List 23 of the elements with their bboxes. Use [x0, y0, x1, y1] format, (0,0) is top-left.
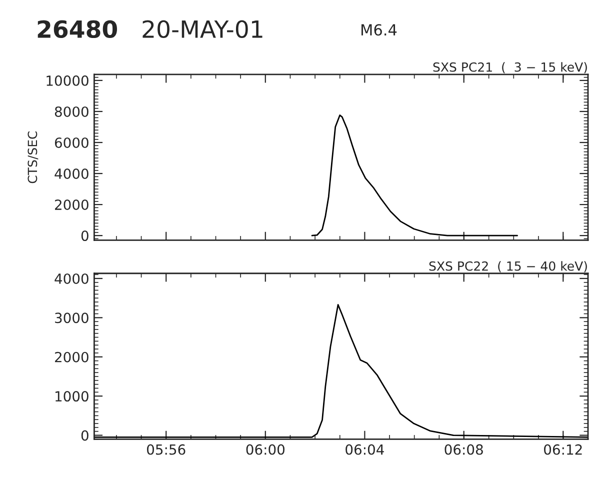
y-tick-label: 4000: [54, 273, 88, 284]
x-tick-label: 06:12: [544, 444, 582, 455]
y-tick-label: 4000: [54, 168, 88, 179]
y-tick-label: 8000: [54, 106, 88, 117]
chart-title: SXS PC21 ( 3 − 15 keV): [433, 62, 587, 74]
text: 20-MAY-01: [142, 20, 262, 38]
y-tick-label: 0: [81, 430, 88, 441]
x-tick-label: 06:08: [444, 444, 483, 455]
chart-title: SXS PC22 ( 15 − 40 keV): [429, 261, 587, 272]
y-tick-label: 10000: [46, 75, 88, 86]
y-tick-label: 3000: [55, 312, 88, 324]
y-tick-label: 1000: [56, 391, 88, 402]
y-tick-label: 2000: [55, 200, 88, 210]
text: 26480: [38, 20, 118, 38]
line-series: [311, 114, 518, 236]
y-tick-label: 0: [81, 230, 88, 242]
y-tick-label: 6000: [54, 137, 88, 148]
y-axis-title: CTS/SEC: [28, 131, 38, 184]
text: M6.4: [362, 24, 397, 36]
x-tick-label: 05:56: [147, 444, 186, 455]
x-tick-label: 06:00: [246, 444, 284, 455]
x-tick-label: 06:04: [346, 444, 384, 455]
y-tick-label: 2000: [55, 352, 88, 362]
